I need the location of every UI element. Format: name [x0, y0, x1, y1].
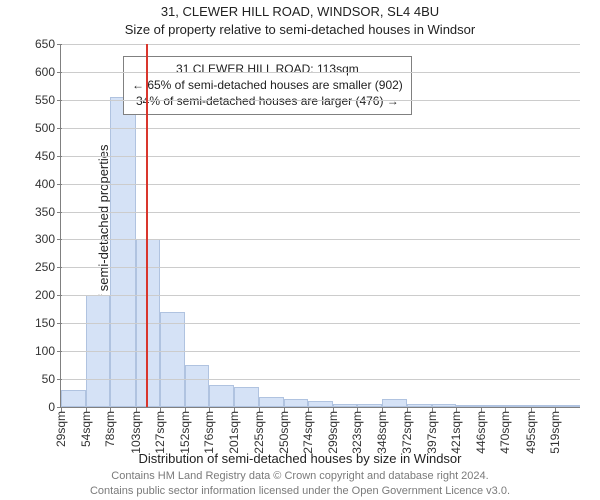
- y-tick-label: 600: [35, 65, 61, 79]
- y-tick-label: 450: [35, 149, 61, 163]
- histogram-bar: [160, 312, 185, 407]
- y-tick-label: 550: [35, 93, 61, 107]
- x-tick-label: 348sqm: [375, 407, 389, 454]
- x-tick-label: 470sqm: [498, 407, 512, 454]
- x-tick-label: 519sqm: [548, 407, 562, 454]
- x-tick-label: 127sqm: [153, 407, 167, 454]
- x-tick-label: 495sqm: [524, 407, 538, 454]
- histogram-bar: [110, 97, 135, 407]
- annotation-box: 31 CLEWER HILL ROAD: 113sqm ← 65% of sem…: [123, 56, 412, 115]
- x-tick-label: 54sqm: [79, 407, 93, 447]
- x-tick-label: 152sqm: [178, 407, 192, 454]
- x-tick-label: 274sqm: [301, 407, 315, 454]
- gridline-h: [61, 379, 580, 380]
- x-tick-label: 323sqm: [350, 407, 364, 454]
- histogram-bar: [259, 397, 284, 407]
- x-tick-label: 29sqm: [54, 407, 68, 447]
- x-tick-label: 372sqm: [400, 407, 414, 454]
- annotation-line2: ← 65% of semi-detached houses are smalle…: [132, 77, 403, 93]
- gridline-h: [61, 44, 580, 45]
- gridline-h: [61, 72, 580, 73]
- x-tick-label: 397sqm: [425, 407, 439, 454]
- x-tick-label: 176sqm: [202, 407, 216, 454]
- chart-title-line1: 31, CLEWER HILL ROAD, WINDSOR, SL4 4BU: [0, 4, 600, 19]
- x-tick-label: 201sqm: [227, 407, 241, 454]
- histogram-bar: [382, 399, 406, 407]
- histogram-bar: [284, 399, 308, 407]
- x-tick-label: 103sqm: [129, 407, 143, 454]
- annotation-line3: 34% of semi-detached houses are larger (…: [132, 93, 403, 109]
- x-tick-label: 250sqm: [277, 407, 291, 454]
- footer-line1: Contains HM Land Registry data © Crown c…: [0, 469, 600, 483]
- y-tick-label: 350: [35, 205, 61, 219]
- annotation-line1: 31 CLEWER HILL ROAD: 113sqm: [132, 61, 403, 77]
- histogram-bar: [61, 390, 86, 407]
- histogram-bar: [209, 385, 234, 407]
- chart-container: 31, CLEWER HILL ROAD, WINDSOR, SL4 4BU S…: [0, 0, 600, 500]
- gridline-h: [61, 351, 580, 352]
- gridline-h: [61, 295, 580, 296]
- gridline-h: [61, 184, 580, 185]
- plot-area: 31 CLEWER HILL ROAD: 113sqm ← 65% of sem…: [60, 44, 580, 408]
- y-tick-label: 200: [35, 288, 61, 302]
- y-tick-label: 50: [42, 372, 61, 386]
- footer-line2: Contains public sector information licen…: [0, 484, 600, 498]
- gridline-h: [61, 128, 580, 129]
- histogram-bar: [185, 365, 209, 407]
- x-tick-label: 299sqm: [326, 407, 340, 454]
- gridline-h: [61, 212, 580, 213]
- reference-line: [146, 44, 148, 407]
- y-tick-label: 300: [35, 232, 61, 246]
- y-tick-label: 400: [35, 177, 61, 191]
- gridline-h: [61, 323, 580, 324]
- y-tick-label: 250: [35, 260, 61, 274]
- chart-title-line2: Size of property relative to semi-detach…: [0, 22, 600, 37]
- histogram-bar: [234, 387, 258, 407]
- x-tick-label: 225sqm: [252, 407, 266, 454]
- x-tick-label: 446sqm: [474, 407, 488, 454]
- x-tick-label: 78sqm: [103, 407, 117, 447]
- y-tick-label: 650: [35, 37, 61, 51]
- x-tick-label: 421sqm: [449, 407, 463, 454]
- x-axis-label: Distribution of semi-detached houses by …: [0, 451, 600, 466]
- gridline-h: [61, 239, 580, 240]
- footer: Contains HM Land Registry data © Crown c…: [0, 469, 600, 498]
- y-tick-label: 500: [35, 121, 61, 135]
- gridline-h: [61, 267, 580, 268]
- y-tick-label: 100: [35, 344, 61, 358]
- gridline-h: [61, 156, 580, 157]
- y-tick-label: 150: [35, 316, 61, 330]
- gridline-h: [61, 100, 580, 101]
